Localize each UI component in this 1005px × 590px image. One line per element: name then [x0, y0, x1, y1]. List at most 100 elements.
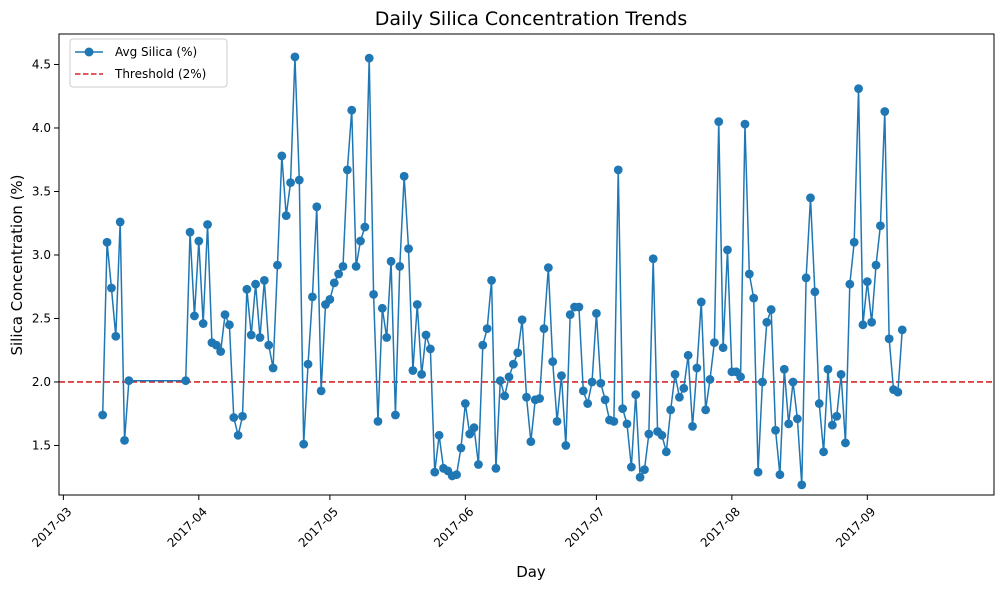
x-tick-label: 2017-09: [833, 505, 878, 550]
data-point: [849, 237, 859, 247]
data-point: [107, 283, 116, 293]
data-point: [806, 193, 815, 203]
data-point: [657, 430, 667, 440]
data-point: [356, 236, 365, 246]
x-tick-label: 2017-06: [431, 505, 476, 550]
data-point: [203, 220, 212, 229]
data-point: [124, 376, 134, 386]
data-point: [351, 262, 361, 271]
y-tick-label: 3.5: [32, 184, 51, 198]
data-point: [696, 297, 706, 307]
data-point: [543, 263, 553, 273]
data-point: [827, 420, 837, 430]
data-point: [294, 175, 304, 185]
x-axis: 2017-03 2017-04 2017-05 2017-06 2017-07 2017-…: [29, 495, 878, 550]
data-point: [884, 334, 894, 344]
x-tick-label: 2017-08: [698, 505, 743, 550]
data-point: [648, 254, 658, 264]
data-point: [801, 273, 811, 283]
data-point: [675, 392, 684, 402]
data-point: [412, 300, 422, 309]
legend-box: [69, 38, 228, 88]
data-point: [404, 244, 413, 254]
data-point: [216, 347, 226, 356]
data-point: [425, 344, 435, 354]
data-point: [264, 340, 274, 350]
data-point: [880, 107, 890, 116]
data-point: [98, 410, 108, 420]
plot-frame: [58, 33, 995, 496]
data-point: [194, 236, 204, 246]
data-point: [391, 410, 400, 420]
data-point: [596, 378, 606, 388]
data-point: [465, 429, 475, 439]
data-point: [609, 416, 619, 426]
data-point: [836, 369, 846, 379]
data-point: [120, 435, 129, 445]
data-point: [303, 359, 313, 369]
data-point: [640, 465, 649, 474]
data-point: [238, 411, 247, 421]
data-point: [273, 260, 282, 270]
data-point: [504, 372, 514, 382]
data-point: [522, 392, 531, 402]
data-point: [190, 311, 199, 321]
legend-label-threshold: Threshold (2%): [114, 67, 206, 81]
data-point: [740, 119, 750, 129]
x-axis-label: Day: [516, 563, 546, 581]
data-point: [661, 447, 671, 457]
data-point: [513, 348, 523, 358]
data-point: [408, 366, 418, 375]
data-point: [705, 375, 715, 384]
data-point: [574, 302, 584, 312]
data-point: [819, 447, 828, 457]
series-layer: [98, 52, 907, 490]
data-point: [360, 222, 370, 232]
data-point: [841, 438, 850, 448]
data-point: [797, 480, 807, 490]
data-point: [399, 171, 409, 181]
x-tick-label: 2017-07: [562, 505, 607, 550]
data-point: [583, 399, 593, 408]
data-point: [854, 84, 863, 94]
data-point: [316, 386, 326, 396]
data-point: [871, 260, 881, 270]
data-point: [185, 227, 195, 237]
data-point: [810, 287, 820, 297]
data-point: [229, 413, 239, 422]
data-point: [557, 371, 566, 381]
legend: Avg Silica (%) Threshold (2%): [69, 38, 228, 88]
data-point: [688, 422, 697, 431]
data-point: [102, 237, 112, 247]
data-point: [225, 320, 234, 330]
data-point: [618, 404, 628, 414]
data-point: [709, 338, 719, 347]
data-point: [111, 331, 121, 341]
data-point: [792, 414, 802, 424]
x-tick-label: 2017-05: [296, 505, 341, 550]
data-point: [600, 395, 610, 405]
y-axis: 1.5 2.0 2.5 3.0 3.5 4.0 4.5: [32, 57, 59, 452]
data-point: [862, 277, 872, 287]
data-point: [495, 376, 505, 386]
data-point: [211, 340, 221, 350]
data-point: [692, 363, 702, 373]
data-point: [788, 377, 798, 387]
data-point: [115, 217, 125, 227]
data-point: [460, 399, 470, 408]
data-point: [679, 383, 689, 393]
data-point: [526, 437, 536, 447]
data-point: [220, 310, 230, 320]
data-point: [814, 399, 824, 408]
data-point: [723, 245, 732, 255]
data-point: [386, 256, 396, 266]
data-point: [867, 317, 877, 327]
data-point: [246, 330, 256, 340]
data-point: [452, 470, 461, 480]
data-point: [417, 369, 427, 379]
data-point: [592, 308, 601, 318]
data-point: [858, 320, 868, 330]
data-point: [364, 53, 374, 63]
data-point: [626, 462, 636, 472]
